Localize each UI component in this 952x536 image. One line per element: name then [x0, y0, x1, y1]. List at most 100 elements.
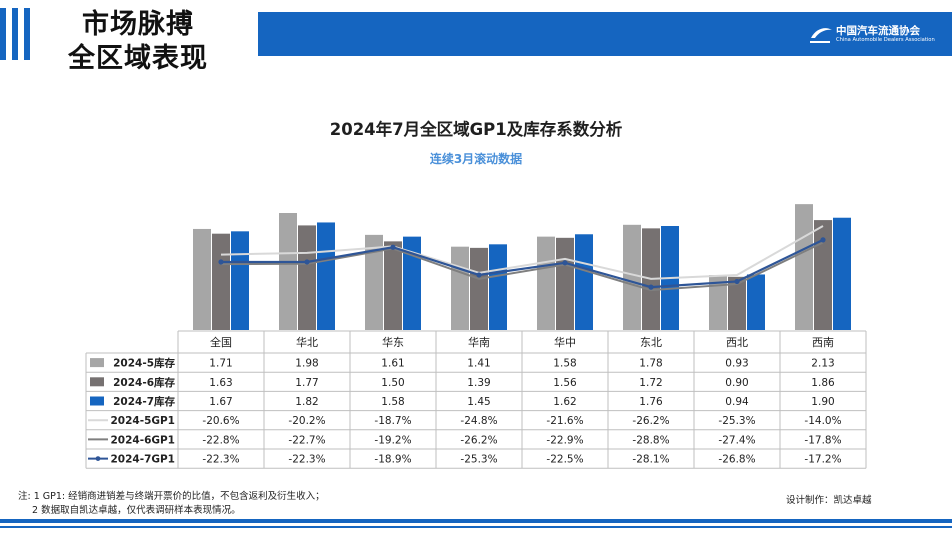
- line-series-2: [220, 241, 824, 292]
- data-label-5-7: -27.4%: [718, 434, 755, 446]
- data-label-3-3: 1.58: [381, 396, 404, 408]
- category-label-3: 华东: [382, 335, 404, 349]
- data-label-2-1: 1.63: [209, 377, 232, 389]
- bar-2-5: [556, 237, 574, 330]
- data-label-6-7: -26.8%: [718, 454, 755, 466]
- data-label-4-6: -26.2%: [632, 415, 669, 427]
- data-label-4-8: -14.0%: [804, 415, 841, 427]
- footnote-1: 注: 1 GP1: 经销商进销差与终端开票价的比值，不包含返利及衍生收入；: [18, 491, 325, 502]
- chart-title: 2024年7月全区域GP1及库存系数分析: [329, 120, 623, 139]
- category-label-6: 东北: [640, 336, 662, 349]
- bar-3-1: [231, 231, 249, 330]
- data-label-4-4: -24.8%: [460, 415, 497, 427]
- bar-1-6: [623, 224, 641, 330]
- page-headline: 市场脉搏 全区域表现: [58, 8, 218, 76]
- category-label-5: 华中: [554, 335, 576, 349]
- data-label-3-2: 1.82: [295, 396, 318, 408]
- series-label-6: 2024-7GP1: [110, 454, 175, 466]
- data-label-4-3: -18.7%: [374, 415, 411, 427]
- logo-name-en: China Automobile Dealers Association: [836, 37, 935, 43]
- data-label-1-2: 1.98: [295, 358, 318, 370]
- legend-key-3: [90, 396, 104, 406]
- line-series-1: [220, 225, 824, 280]
- bar-3-3: [403, 236, 421, 330]
- series-label-3: 2024-7库存: [113, 395, 175, 408]
- line-point-3-1: [218, 259, 224, 265]
- series-label-1: 2024-5库存: [113, 357, 175, 370]
- data-label-1-3: 1.61: [381, 358, 404, 370]
- data-label-6-6: -28.1%: [632, 454, 669, 466]
- data-label-5-2: -22.7%: [288, 434, 325, 446]
- data-label-1-4: 1.41: [467, 358, 490, 370]
- data-label-5-4: -26.2%: [460, 434, 497, 446]
- legend-key-2: [90, 377, 104, 387]
- bar-3-2: [317, 222, 335, 330]
- data-label-3-1: 1.67: [209, 396, 232, 408]
- bar-1-7: [709, 275, 727, 330]
- footer-bar-thin: [0, 526, 952, 528]
- data-label-4-5: -21.6%: [546, 415, 583, 427]
- data-label-2-3: 1.50: [381, 377, 404, 389]
- data-label-5-3: -19.2%: [374, 434, 411, 446]
- data-label-2-7: 0.90: [725, 377, 748, 389]
- bar-1-1: [193, 228, 211, 330]
- data-label-1-1: 1.71: [209, 358, 232, 370]
- bar-1-2: [279, 213, 297, 330]
- logo-name-cn: 中国汽车流通协会: [836, 25, 920, 37]
- data-label-4-7: -25.3%: [718, 415, 755, 427]
- data-label-4-2: -20.2%: [288, 415, 325, 427]
- chart-subtitle: 连续3月滚动数据: [429, 152, 523, 166]
- bar-3-4: [489, 244, 507, 330]
- footer-bar: [0, 519, 952, 523]
- logo-emblem-icon: [810, 28, 832, 43]
- association-logo: 中国汽车流通协会 China Automobile Dealers Associ…: [808, 22, 948, 52]
- data-label-3-7: 0.94: [725, 396, 749, 408]
- data-label-3-4: 1.45: [467, 396, 490, 408]
- data-label-6-5: -22.5%: [546, 454, 583, 466]
- line-point-3-2: [304, 259, 310, 265]
- data-label-1-8: 2.13: [811, 358, 834, 370]
- bar-2-4: [470, 247, 488, 330]
- line-point-3-4: [476, 272, 482, 278]
- line-series-3: [221, 238, 824, 289]
- legend-key-marker-6: [95, 456, 101, 461]
- data-label-5-5: -22.9%: [546, 434, 583, 446]
- data-label-2-5: 1.56: [553, 377, 577, 389]
- bar-2-7: [728, 276, 746, 330]
- data-label-3-8: 1.90: [811, 396, 834, 408]
- data-label-6-8: -17.2%: [804, 454, 841, 466]
- data-label-5-1: -22.8%: [202, 434, 239, 446]
- line-point-3-6: [648, 284, 654, 290]
- bar-3-5: [575, 234, 593, 330]
- bar-3-8: [833, 217, 851, 330]
- legend-key-1: [90, 358, 104, 368]
- bar-2-3: [384, 241, 402, 330]
- line-point-3-8: [820, 237, 826, 243]
- data-label-6-1: -22.3%: [202, 454, 239, 466]
- category-label-7: 西北: [726, 336, 748, 349]
- series-label-2: 2024-6库存: [113, 376, 175, 389]
- line-point-3-7: [734, 278, 740, 285]
- design-credit: 设计制作：凯达卓越: [786, 495, 872, 506]
- data-label-1-6: 1.78: [639, 358, 662, 370]
- data-label-2-2: 1.77: [295, 377, 318, 389]
- data-label-3-6: 1.76: [639, 396, 663, 408]
- category-label-8: 西南: [812, 336, 834, 349]
- data-label-4-1: -20.6%: [202, 415, 239, 427]
- data-label-2-6: 1.72: [639, 377, 662, 389]
- category-label-4: 华南: [468, 335, 490, 349]
- bar-1-4: [451, 246, 469, 330]
- series-label-5: 2024-6GP1: [110, 434, 175, 446]
- line-point-3-5: [562, 260, 568, 266]
- bar-1-5: [537, 236, 555, 330]
- bar-2-8: [814, 220, 832, 330]
- bar-2-2: [298, 225, 316, 330]
- header-bar: [258, 12, 952, 56]
- data-label-2-8: 1.86: [811, 377, 835, 389]
- data-label-2-4: 1.39: [467, 377, 490, 389]
- bar-1-8: [795, 204, 813, 330]
- category-label-1: 全国: [210, 335, 232, 349]
- data-label-1-7: 0.93: [725, 358, 748, 370]
- data-label-1-5: 1.58: [553, 358, 576, 370]
